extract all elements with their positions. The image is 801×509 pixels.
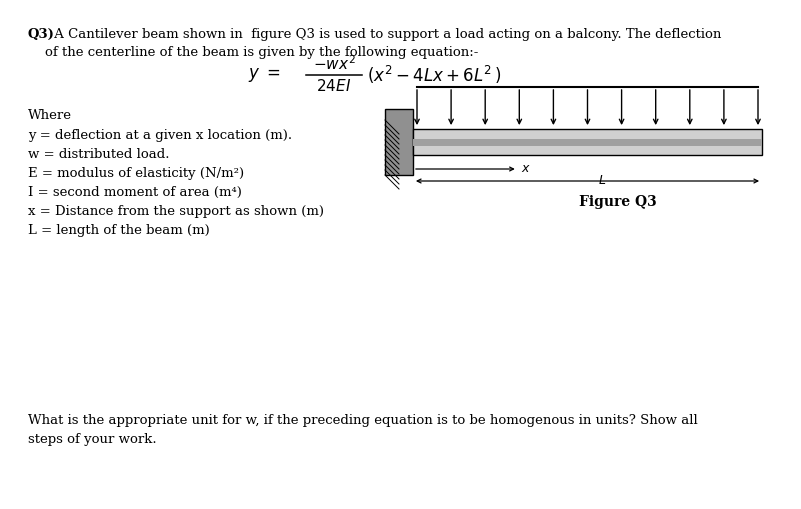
- Text: x = Distance from the support as shown (m): x = Distance from the support as shown (…: [28, 205, 324, 218]
- Text: $y\ =$: $y\ =$: [248, 66, 281, 84]
- Bar: [413, 129, 762, 155]
- Text: $24EI$: $24EI$: [316, 78, 352, 94]
- Text: Q3): Q3): [28, 28, 55, 41]
- Text: E = modulus of elasticity (N/m²): E = modulus of elasticity (N/m²): [28, 167, 244, 180]
- Text: w = distributed load.: w = distributed load.: [28, 148, 170, 161]
- Text: $(x^2 - 4Lx + 6L^2\,)$: $(x^2 - 4Lx + 6L^2\,)$: [367, 64, 501, 86]
- Text: steps of your work.: steps of your work.: [28, 433, 157, 446]
- Text: What is the appropriate unit for w, if the preceding equation is to be homogenou: What is the appropriate unit for w, if t…: [28, 414, 698, 427]
- Text: $-wx^2$: $-wx^2$: [312, 54, 356, 73]
- Text: L = length of the beam (m): L = length of the beam (m): [28, 224, 210, 237]
- Bar: [385, 109, 413, 175]
- Text: A Cantilever beam shown in  figure Q3 is used to support a load acting on a balc: A Cantilever beam shown in figure Q3 is …: [50, 28, 722, 41]
- Text: Figure Q3: Figure Q3: [578, 195, 656, 209]
- Text: y = deflection at a given x location (m).: y = deflection at a given x location (m)…: [28, 129, 292, 142]
- Text: I = second moment of area (m⁴): I = second moment of area (m⁴): [28, 186, 242, 199]
- Text: $L$: $L$: [598, 174, 606, 186]
- Bar: [413, 138, 762, 146]
- Text: of the centerline of the beam is given by the following equation:-: of the centerline of the beam is given b…: [28, 46, 478, 59]
- Text: Where: Where: [28, 109, 72, 122]
- Text: $x$: $x$: [521, 161, 530, 175]
